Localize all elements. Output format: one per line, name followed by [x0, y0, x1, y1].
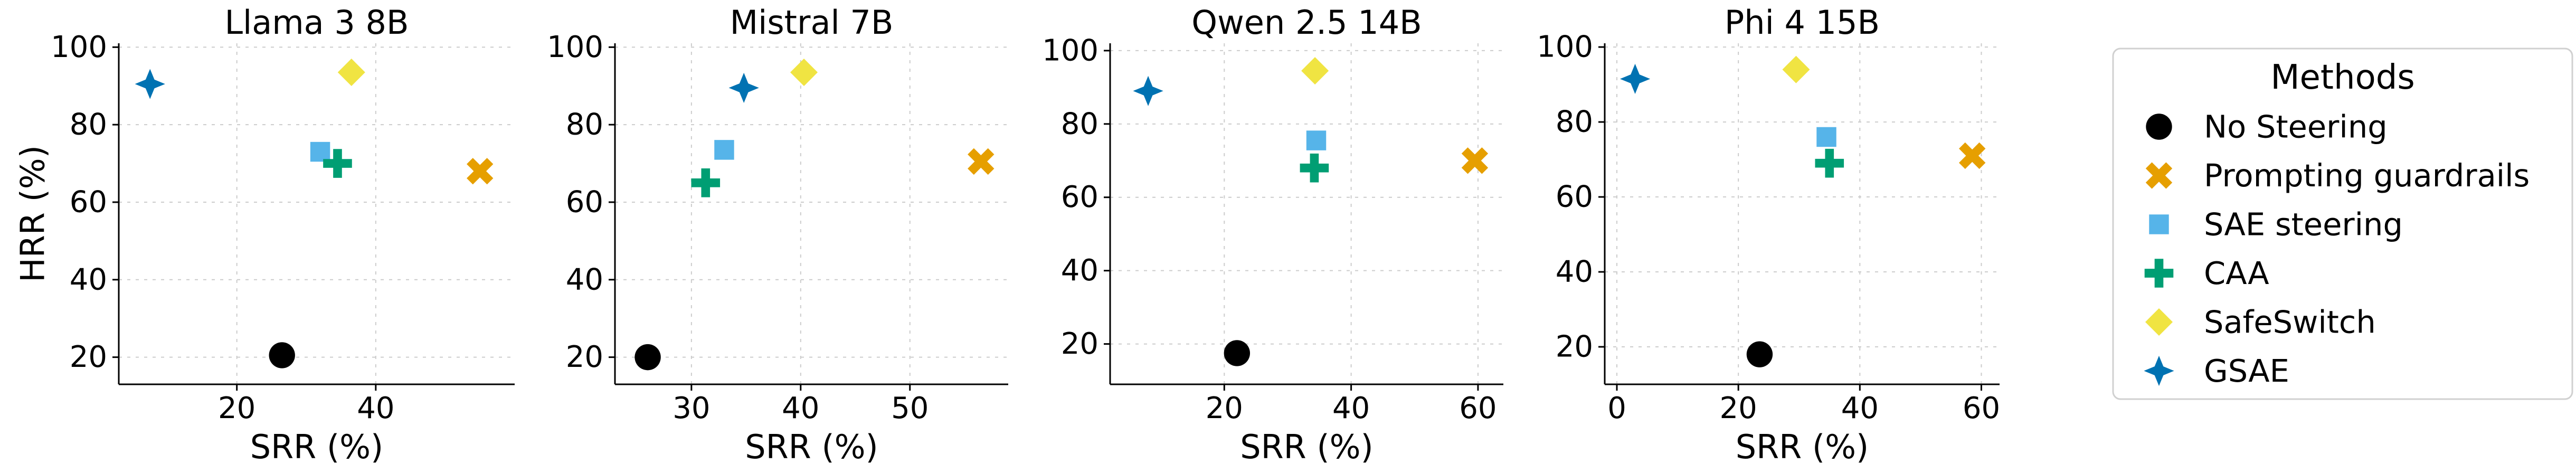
point-sae-steering — [1816, 127, 1836, 147]
chart-title: Mistral 7B — [730, 3, 894, 42]
y-tick-label: 80 — [1061, 107, 1098, 141]
y-axis-label: HRR (%) — [14, 145, 52, 282]
x-tick-label: 0 — [1607, 391, 1626, 425]
legend-label-safeswitch: SafeSwitch — [2204, 304, 2376, 340]
chart-panel-llama-3-8b: 20 40 60 80 100 20 40 Llama 3 8B SRR (%) HRR (%) — [14, 3, 515, 466]
point-caa — [691, 168, 721, 197]
legend: Methods No Steering Prompting guardrails SA… — [2112, 48, 2573, 400]
y-tick-label: 20 — [1061, 327, 1098, 361]
point-no-steering — [269, 342, 295, 368]
x-tick-label: 40 — [357, 391, 394, 425]
y-tick-label: 20 — [566, 340, 603, 374]
y-tick-label: 80 — [70, 108, 107, 142]
legend-marker-sae-steering — [2149, 214, 2169, 234]
x-tick-label: 60 — [1459, 391, 1497, 425]
y-tick-label: 60 — [70, 185, 107, 219]
y-tick-label: 60 — [566, 185, 603, 219]
y-tick-label: 20 — [70, 340, 107, 374]
legend-marker-gsae — [2144, 355, 2174, 386]
y-tick-label: 100 — [547, 30, 603, 64]
point-prompting-guardrails — [467, 158, 494, 185]
x-tick-label: 50 — [891, 391, 929, 425]
y-tick-label: 60 — [1061, 180, 1098, 214]
y-tick-label: 100 — [1042, 33, 1098, 68]
y-tick-label: 40 — [1061, 253, 1098, 288]
x-tick-label: 40 — [1332, 391, 1370, 425]
y-tick-label: 40 — [1556, 255, 1593, 289]
point-gsae — [1620, 63, 1651, 94]
legend-marker-caa — [2144, 259, 2174, 288]
x-axis-label: SRR (%) — [1736, 428, 1869, 466]
point-gsae — [135, 69, 165, 99]
chart-title: Llama 3 8B — [225, 3, 409, 42]
y-tick-label: 100 — [51, 30, 107, 64]
chart-panel-mistral-7b: 20 40 60 80 100 30 40 50 Mistral 7B SRR (%) — [547, 3, 1008, 466]
point-sae-steering — [310, 141, 330, 162]
point-safeswitch — [1301, 57, 1329, 85]
point-caa — [1815, 148, 1844, 178]
chart-title: Qwen 2.5 14B — [1191, 3, 1422, 42]
y-tick-label: 20 — [1556, 330, 1593, 364]
point-sae-steering — [1306, 130, 1327, 150]
legend-title: Methods — [2270, 58, 2414, 97]
point-no-steering — [1224, 340, 1251, 366]
y-tick-label: 80 — [1556, 105, 1593, 139]
point-sae-steering — [714, 140, 734, 160]
point-no-steering — [634, 344, 661, 371]
point-prompting-guardrails — [1461, 147, 1489, 174]
legend-label-caa: CAA — [2204, 255, 2269, 291]
legend-frame — [2112, 48, 2573, 400]
legend-marker-prompting-guardrails — [2145, 162, 2173, 189]
x-axis-label: SRR (%) — [745, 428, 878, 466]
legend-label-gsae: GSAE — [2204, 353, 2289, 389]
y-tick-label: 40 — [70, 262, 107, 297]
point-safeswitch — [1782, 55, 1810, 83]
point-no-steering — [1746, 341, 1773, 367]
x-tick-label: 40 — [1841, 391, 1879, 425]
legend-marker-no-steering — [2146, 113, 2172, 140]
x-tick-label: 60 — [1963, 391, 2000, 425]
point-prompting-guardrails — [1959, 142, 1986, 169]
x-tick-label: 20 — [1720, 391, 1757, 425]
x-axis-label: SRR (%) — [250, 428, 384, 466]
point-safeswitch — [790, 59, 818, 87]
point-gsae — [1133, 75, 1163, 106]
legend-marker-safeswitch — [2145, 308, 2173, 336]
chart-panel-qwen-2-5-14b: 20 40 60 80 100 20 40 60 Qwen 2.5 14B SRR (%) — [1042, 3, 1503, 466]
x-tick-label: 40 — [782, 391, 819, 425]
point-safeswitch — [337, 59, 365, 87]
x-tick-label: 20 — [1206, 391, 1243, 425]
y-tick-label: 100 — [1537, 30, 1593, 64]
point-prompting-guardrails — [968, 148, 995, 175]
legend-label-prompting-guardrails: Prompting guardrails — [2204, 157, 2530, 194]
x-tick-label: 30 — [673, 391, 710, 425]
legend-label-no-steering: No Steering — [2204, 109, 2388, 145]
point-caa — [323, 149, 352, 178]
y-tick-label: 80 — [566, 108, 603, 142]
x-axis-label: SRR (%) — [1240, 428, 1374, 466]
chart-panel-phi-4-15b: 20 40 60 80 100 0 20 40 60 Phi 4 15B SRR (%) — [1537, 3, 2000, 466]
point-gsae — [728, 72, 759, 103]
point-caa — [1300, 153, 1329, 183]
y-tick-label: 60 — [1556, 180, 1593, 214]
legend-label-sae-steering: SAE steering — [2204, 206, 2403, 243]
y-tick-label: 40 — [566, 262, 603, 297]
x-tick-label: 20 — [218, 391, 255, 425]
chart-title: Phi 4 15B — [1725, 3, 1880, 42]
